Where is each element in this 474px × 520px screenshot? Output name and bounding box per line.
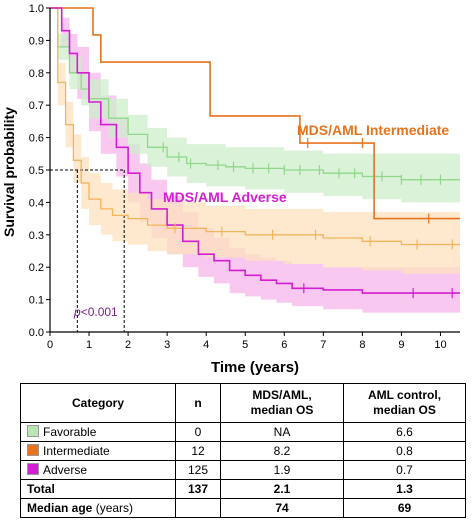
y-tick-label-10: 1.0 (29, 3, 44, 15)
y-tick-label-1: 0.1 (29, 295, 44, 307)
x-tick-label-10: 10 (434, 339, 446, 351)
y-tick-label-5: 0.5 (29, 165, 44, 177)
x-tick-label-0: 0 (47, 339, 53, 351)
median-os-table: Category n MDS/AML, median OS AML contro… (20, 383, 466, 518)
cell-category: Total (20, 479, 176, 499)
y-tick-label-3: 0.3 (29, 230, 44, 242)
table-header-row: Category n MDS/AML, median OS AML contro… (20, 383, 466, 423)
axes: 0.0 0.1 0.2 0.3 0.4 0.5 0.6 0.7 0.8 0.9 1.0 0 1 2 3 4 5 6… (29, 3, 460, 351)
p-value-rest: <0.001 (81, 305, 118, 319)
cell-mds-aml-median-os: 74 (220, 498, 344, 518)
reference-lines (50, 169, 125, 332)
legend-swatch (27, 425, 39, 437)
x-tick-label-7: 7 (320, 339, 326, 351)
legend-swatch (27, 463, 39, 475)
x-tick-label-5: 5 (242, 339, 248, 351)
y-tick-label-8: 0.8 (29, 68, 44, 80)
legend-swatch (27, 444, 39, 456)
table-row: Intermediate 12 8.2 0.8 (20, 441, 466, 461)
p-value-annotation: p<0.001 (73, 305, 118, 319)
cell-n (175, 498, 221, 518)
cell-mds-aml-median-os: NA (220, 422, 344, 442)
band-2 (50, 8, 460, 203)
survival-chart: 0.0 0.1 0.2 0.3 0.4 0.5 0.6 0.7 0.8 0.9 1.0 0 1 2 3 4 5 6… (1, 3, 460, 376)
header-n: n (175, 383, 221, 423)
curve-3 (50, 7, 460, 246)
cell-mds-aml-median-os: 2.1 (220, 479, 344, 499)
cell-aml-control-median-os: 69 (343, 498, 466, 518)
y-tick-label-9: 0.9 (29, 35, 44, 47)
x-tick-label-2: 2 (125, 339, 131, 351)
y-tick-label-0: 0.0 (29, 327, 44, 339)
x-tick-label-3: 3 (164, 339, 170, 351)
category-label: Total (27, 482, 55, 496)
cell-category: Favorable (20, 422, 176, 442)
x-tick-label-8: 8 (359, 339, 365, 351)
table-row: Median age (years) 74 69 (20, 498, 466, 518)
y-tick-label-7: 0.7 (29, 100, 44, 112)
x-tick-label-4: 4 (203, 339, 209, 351)
header-mds-aml-median-os: MDS/AML, median OS (220, 383, 344, 423)
cell-aml-control-median-os: 0.7 (343, 460, 466, 480)
category-label: Median age (27, 501, 93, 515)
x-tick-label-9: 9 (398, 339, 404, 351)
x-tick-label-6: 6 (281, 339, 287, 351)
cell-aml-control-median-os: 0.8 (343, 441, 466, 461)
label-mds-aml-adverse: MDS/AML Adverse (163, 189, 287, 205)
p-value-italic: p (73, 305, 81, 319)
x-axis-label: Time (years) (211, 359, 299, 376)
confidence-bands (50, 8, 460, 313)
curve-0 (50, 7, 460, 220)
curve-2 (50, 7, 460, 181)
cell-category: Median age (years) (20, 498, 176, 518)
header-aml-control-median-os: AML control, median OS (343, 383, 466, 423)
cell-n: 137 (175, 479, 221, 499)
censor-marks (162, 138, 453, 299)
cell-aml-control-median-os: 6.6 (343, 422, 466, 442)
category-label: Intermediate (43, 444, 110, 458)
survival-curves (50, 7, 460, 294)
table-row: Favorable 0 NA 6.6 (20, 422, 466, 442)
header-category: Category (20, 383, 176, 423)
y-tick-label-6: 0.6 (29, 133, 44, 145)
cell-n: 0 (175, 422, 221, 442)
x-tick-label-1: 1 (86, 339, 92, 351)
curve-1 (50, 7, 460, 294)
y-axis-label: Survival probability (1, 107, 17, 237)
cell-category: Intermediate (20, 441, 176, 461)
category-label: Adverse (43, 463, 88, 477)
label-mds-aml-intermediate: MDS/AML Intermediate (297, 122, 449, 138)
cell-n: 12 (175, 441, 221, 461)
y-tick-label-2: 0.2 (29, 262, 44, 274)
y-tick-label-4: 0.4 (29, 197, 44, 209)
category-label: Favorable (43, 425, 97, 439)
category-suffix: (years) (92, 501, 134, 515)
cell-category: Adverse (20, 460, 176, 480)
cell-n: 125 (175, 460, 221, 480)
table-row: Total 137 2.1 1.3 (20, 479, 466, 499)
cell-mds-aml-median-os: 1.9 (220, 460, 344, 480)
cell-mds-aml-median-os: 8.2 (220, 441, 344, 461)
table-row: Adverse 125 1.9 0.7 (20, 460, 466, 480)
cell-aml-control-median-os: 1.3 (343, 479, 466, 499)
